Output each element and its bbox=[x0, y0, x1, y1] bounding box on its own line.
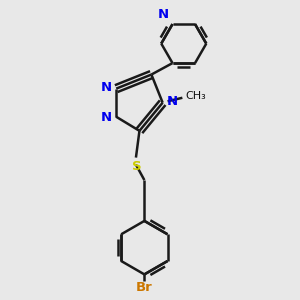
Text: Br: Br bbox=[136, 281, 153, 294]
Text: N: N bbox=[158, 8, 169, 21]
Text: S: S bbox=[132, 160, 141, 173]
Text: N: N bbox=[167, 95, 178, 109]
Text: N: N bbox=[101, 81, 112, 94]
Text: N: N bbox=[101, 111, 112, 124]
Text: CH₃: CH₃ bbox=[185, 91, 206, 101]
